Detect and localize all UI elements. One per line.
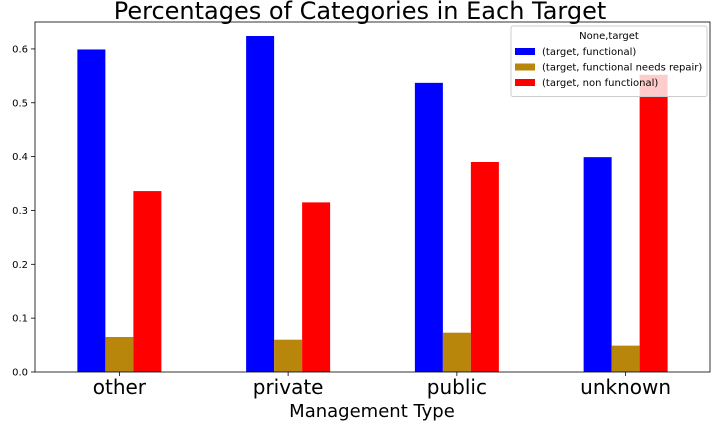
bar-private-series-1 <box>274 339 303 372</box>
x-tick-label-private: private <box>253 375 324 399</box>
bar-unknown-series-0 <box>583 157 612 372</box>
y-tick-label: 0.6 <box>12 44 28 55</box>
bar-public-series-1 <box>442 332 471 372</box>
x-axis-ticks: other private public unknown <box>93 372 671 399</box>
bar-other-series-1 <box>105 337 134 372</box>
bar-other-series-0 <box>77 49 106 372</box>
y-tick-label: 0.0 <box>12 368 28 379</box>
bars-group <box>77 36 668 373</box>
chart-title: Percentages of Categories in Each Target <box>114 0 607 25</box>
bar-unknown-series-2 <box>639 74 668 373</box>
bar-public-series-0 <box>414 82 443 372</box>
bar-unknown-series-1 <box>611 345 640 372</box>
legend-title: None,target <box>579 31 639 42</box>
y-tick-label: 0.3 <box>12 206 28 217</box>
legend: None,target (target, functional)(target,… <box>510 25 708 97</box>
y-tick-label: 0.4 <box>12 152 28 163</box>
x-tick-label-other: other <box>93 375 147 399</box>
legend-items: (target, functional) (target, functional … <box>515 47 702 89</box>
bar-public-series-2 <box>470 162 499 372</box>
legend-box <box>510 25 708 97</box>
x-axis-title: Management Type <box>289 401 455 422</box>
legend-swatch-2 <box>515 79 535 86</box>
x-tick-label-public: public <box>427 375 487 399</box>
y-tick-label: 0.2 <box>12 260 28 271</box>
bar-private-series-2 <box>302 202 331 372</box>
bar-other-series-2 <box>133 191 162 372</box>
legend-swatch-0 <box>515 48 535 55</box>
legend-swatch-1 <box>515 63 535 71</box>
legend-label-2: (target, non functional) <box>542 78 658 89</box>
x-tick-label-unknown: unknown <box>580 375 671 399</box>
y-tick-label: 0.5 <box>12 98 28 109</box>
y-axis-ticks: 0.0 0.1 0.2 0.3 0.4 0.5 0.6 <box>12 44 35 379</box>
legend-label-0: (target, functional) <box>542 47 636 58</box>
legend-label-1: (target, functional needs repair) <box>542 63 702 74</box>
bar-private-series-0 <box>246 36 275 372</box>
plot-frame <box>34 21 711 373</box>
y-tick-label: 0.1 <box>12 314 28 325</box>
